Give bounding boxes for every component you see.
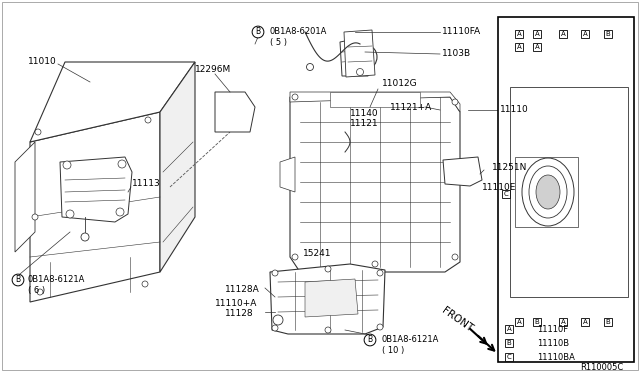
Circle shape xyxy=(307,64,314,71)
Text: A: A xyxy=(561,31,565,37)
Ellipse shape xyxy=(536,175,560,209)
Circle shape xyxy=(452,254,458,260)
Text: A: A xyxy=(534,44,540,50)
Text: A: A xyxy=(534,31,540,37)
Polygon shape xyxy=(30,112,160,302)
Polygon shape xyxy=(443,157,482,186)
Text: 11110FA: 11110FA xyxy=(442,28,481,36)
Text: 11251N: 11251N xyxy=(492,163,527,171)
Circle shape xyxy=(142,281,148,287)
Text: 11110F: 11110F xyxy=(537,324,568,334)
Text: B: B xyxy=(507,340,511,346)
Circle shape xyxy=(66,210,74,218)
Circle shape xyxy=(63,161,71,169)
Circle shape xyxy=(350,52,360,62)
Text: 0B1A8-6121A: 0B1A8-6121A xyxy=(382,336,440,344)
Text: B: B xyxy=(605,319,611,325)
Text: B: B xyxy=(534,319,540,325)
Polygon shape xyxy=(270,264,385,334)
Circle shape xyxy=(273,315,283,325)
Polygon shape xyxy=(290,92,460,112)
Circle shape xyxy=(325,266,331,272)
Polygon shape xyxy=(340,37,372,76)
Polygon shape xyxy=(215,92,255,132)
Polygon shape xyxy=(30,62,195,142)
Circle shape xyxy=(116,208,124,216)
Text: A: A xyxy=(561,319,565,325)
Ellipse shape xyxy=(63,192,77,202)
Circle shape xyxy=(37,289,43,295)
Text: A: A xyxy=(516,44,522,50)
Circle shape xyxy=(356,68,364,76)
Text: 11128A: 11128A xyxy=(225,285,260,295)
Circle shape xyxy=(32,214,38,220)
Text: B: B xyxy=(15,276,20,285)
Ellipse shape xyxy=(123,177,137,187)
Circle shape xyxy=(272,325,278,331)
Bar xyxy=(498,17,634,362)
Polygon shape xyxy=(280,157,295,192)
Polygon shape xyxy=(290,97,460,272)
Text: A: A xyxy=(516,319,522,325)
Text: 11128: 11128 xyxy=(225,310,253,318)
Polygon shape xyxy=(60,157,132,222)
Text: B: B xyxy=(255,28,260,36)
Circle shape xyxy=(452,99,458,105)
Circle shape xyxy=(35,129,41,135)
Circle shape xyxy=(272,270,278,276)
Circle shape xyxy=(325,327,331,333)
Text: 11113: 11113 xyxy=(132,180,161,189)
Text: A: A xyxy=(507,326,511,332)
Text: 11110: 11110 xyxy=(500,106,529,115)
Text: B: B xyxy=(367,336,372,344)
Polygon shape xyxy=(515,157,578,227)
Text: A: A xyxy=(582,31,588,37)
Text: ( 5 ): ( 5 ) xyxy=(270,38,287,46)
Ellipse shape xyxy=(93,182,107,192)
Circle shape xyxy=(377,270,383,276)
Polygon shape xyxy=(344,30,375,77)
Text: C: C xyxy=(507,354,511,360)
Text: B: B xyxy=(605,31,611,37)
Text: 15241: 15241 xyxy=(303,250,332,259)
Text: 11140: 11140 xyxy=(350,109,379,119)
Text: 11012G: 11012G xyxy=(382,80,418,89)
Text: ( 6 ): ( 6 ) xyxy=(28,285,45,295)
Text: 11110E: 11110E xyxy=(482,183,516,192)
Polygon shape xyxy=(160,62,195,272)
Circle shape xyxy=(377,324,383,330)
Text: 0B1A8-6121A: 0B1A8-6121A xyxy=(28,276,85,285)
Text: 11121+A: 11121+A xyxy=(390,103,432,112)
Circle shape xyxy=(292,94,298,100)
Text: ( 10 ): ( 10 ) xyxy=(382,346,404,355)
Polygon shape xyxy=(510,87,628,297)
Text: 11110+A: 11110+A xyxy=(215,299,257,308)
Text: 0B1A8-6201A: 0B1A8-6201A xyxy=(270,28,328,36)
Circle shape xyxy=(372,261,378,267)
Circle shape xyxy=(372,94,378,100)
Text: C: C xyxy=(504,191,508,197)
Polygon shape xyxy=(15,142,35,252)
Text: 11110BA: 11110BA xyxy=(537,353,575,362)
Circle shape xyxy=(81,233,89,241)
Polygon shape xyxy=(330,92,420,107)
Text: 11110B: 11110B xyxy=(537,339,569,347)
Text: R110005C: R110005C xyxy=(580,363,623,372)
Circle shape xyxy=(118,160,126,168)
Text: FRONT: FRONT xyxy=(440,306,475,334)
Text: 11010: 11010 xyxy=(28,58,57,67)
Circle shape xyxy=(145,117,151,123)
Text: A: A xyxy=(582,319,588,325)
Text: A: A xyxy=(516,31,522,37)
Text: 1103B: 1103B xyxy=(442,49,471,58)
Text: 11121: 11121 xyxy=(350,119,379,128)
Polygon shape xyxy=(305,279,358,317)
Circle shape xyxy=(292,254,298,260)
Text: 12296M: 12296M xyxy=(195,64,231,74)
